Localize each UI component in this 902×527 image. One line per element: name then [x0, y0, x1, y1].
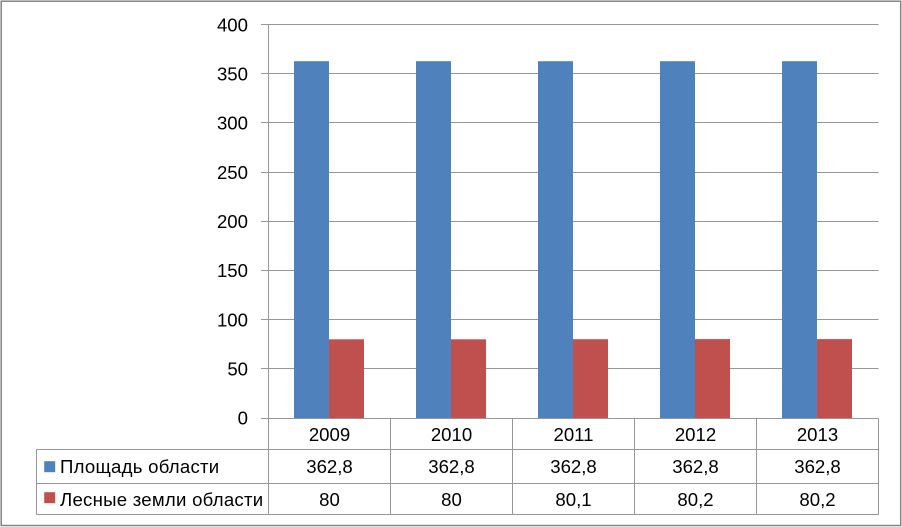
svg-text:Лесные земли области: Лесные земли области — [60, 489, 263, 510]
svg-text:80: 80 — [441, 489, 462, 510]
svg-text:50: 50 — [227, 359, 248, 380]
svg-text:350: 350 — [217, 64, 248, 85]
svg-text:250: 250 — [217, 162, 248, 183]
svg-text:2012: 2012 — [675, 424, 716, 445]
svg-text:362,8: 362,8 — [306, 456, 353, 477]
svg-text:362,8: 362,8 — [672, 456, 719, 477]
svg-text:80,2: 80,2 — [677, 489, 713, 510]
svg-text:80: 80 — [319, 489, 340, 510]
svg-text:0: 0 — [238, 408, 248, 429]
svg-text:362,8: 362,8 — [550, 456, 597, 477]
svg-text:Площадь области: Площадь области — [60, 456, 219, 477]
svg-text:150: 150 — [217, 260, 248, 281]
svg-text:80,2: 80,2 — [799, 489, 835, 510]
svg-text:362,8: 362,8 — [794, 456, 841, 477]
svg-text:362,8: 362,8 — [428, 456, 475, 477]
svg-text:2010: 2010 — [431, 424, 472, 445]
svg-text:80,1: 80,1 — [555, 489, 591, 510]
svg-text:300: 300 — [217, 113, 248, 134]
svg-text:400: 400 — [217, 14, 248, 35]
svg-text:100: 100 — [217, 309, 248, 330]
svg-text:200: 200 — [217, 211, 248, 232]
svg-text:2009: 2009 — [309, 424, 350, 445]
svg-text:2013: 2013 — [797, 424, 838, 445]
svg-text:2011: 2011 — [554, 424, 594, 445]
